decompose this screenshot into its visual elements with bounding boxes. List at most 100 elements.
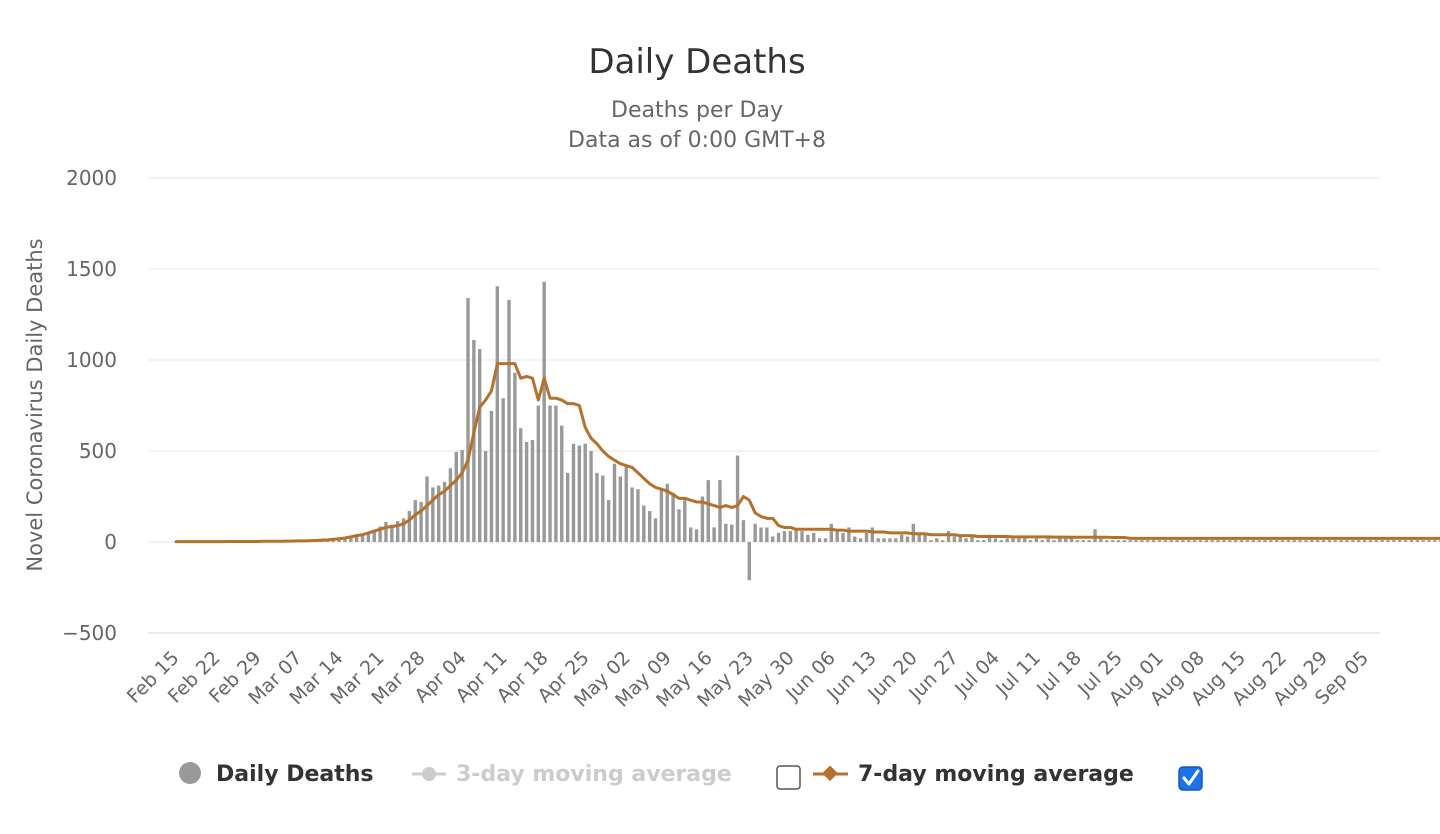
bar[interactable]: [753, 523, 757, 542]
checkbox-three-day-average[interactable]: [776, 765, 801, 790]
bar[interactable]: [1140, 540, 1144, 542]
bar[interactable]: [1169, 540, 1173, 542]
bar[interactable]: [987, 534, 992, 542]
bar[interactable]: [935, 538, 939, 542]
bar[interactable]: [601, 475, 605, 542]
bar[interactable]: [864, 532, 869, 542]
bar[interactable]: [606, 500, 611, 542]
bar[interactable]: [964, 538, 968, 542]
bar[interactable]: [647, 511, 652, 542]
bar[interactable]: [665, 483, 669, 542]
bar[interactable]: [413, 500, 417, 542]
bar[interactable]: [542, 281, 546, 542]
legend-item-three-day-average[interactable]: 3-day moving average: [412, 762, 801, 790]
bar[interactable]: [1333, 540, 1337, 542]
bar[interactable]: [741, 520, 746, 542]
bar[interactable]: [823, 538, 828, 542]
bar[interactable]: [1321, 540, 1326, 542]
bar[interactable]: [905, 536, 910, 542]
bar[interactable]: [718, 480, 722, 542]
bar[interactable]: [1058, 538, 1062, 542]
bar[interactable]: [1415, 540, 1420, 542]
bar[interactable]: [1286, 540, 1291, 542]
bar[interactable]: [1269, 540, 1273, 542]
bar[interactable]: [1362, 540, 1367, 542]
bar[interactable]: [999, 540, 1003, 542]
bar[interactable]: [1392, 540, 1396, 542]
bar[interactable]: [1327, 540, 1332, 542]
bar[interactable]: [1110, 540, 1115, 542]
bar[interactable]: [354, 535, 359, 542]
bar[interactable]: [1316, 540, 1320, 542]
bar[interactable]: [1187, 540, 1191, 542]
bar[interactable]: [735, 455, 740, 542]
bar[interactable]: [571, 443, 576, 542]
bar[interactable]: [589, 451, 593, 542]
bar[interactable]: [688, 527, 693, 542]
bar[interactable]: [630, 487, 634, 542]
seven-day-average-line[interactable]: [175, 362, 1440, 544]
bar[interactable]: [782, 531, 787, 542]
legend-item-seven-day-average[interactable]: 7-day moving average: [813, 762, 1203, 791]
bar[interactable]: [495, 286, 499, 542]
bar[interactable]: [419, 501, 423, 542]
bar[interactable]: [548, 405, 552, 543]
bar[interactable]: [976, 540, 980, 542]
bar[interactable]: [1298, 540, 1302, 542]
bar[interactable]: [372, 531, 376, 542]
bar[interactable]: [876, 538, 880, 542]
bar[interactable]: [700, 496, 705, 543]
bar[interactable]: [1345, 540, 1349, 542]
bar[interactable]: [1351, 540, 1355, 542]
bar[interactable]: [970, 536, 974, 542]
bar[interactable]: [1292, 540, 1296, 542]
bar[interactable]: [442, 481, 447, 542]
bar[interactable]: [853, 536, 857, 542]
bar[interactable]: [1005, 538, 1009, 542]
bar[interactable]: [466, 298, 470, 542]
bar[interactable]: [1263, 540, 1267, 542]
bar[interactable]: [1403, 540, 1408, 542]
bar[interactable]: [923, 534, 927, 542]
bar[interactable]: [724, 523, 728, 542]
bar[interactable]: [1239, 540, 1244, 542]
bar[interactable]: [1433, 540, 1437, 542]
bar[interactable]: [1052, 540, 1056, 542]
bar[interactable]: [1228, 540, 1232, 542]
bar[interactable]: [437, 485, 441, 542]
bar[interactable]: [1017, 538, 1021, 542]
bar[interactable]: [899, 534, 904, 542]
bar[interactable]: [812, 532, 816, 542]
bar[interactable]: [1210, 540, 1214, 542]
bar[interactable]: [958, 534, 962, 542]
bar[interactable]: [1146, 540, 1150, 542]
bar[interactable]: [1046, 538, 1050, 542]
bar[interactable]: [360, 533, 365, 542]
bar[interactable]: [1198, 540, 1203, 542]
bar[interactable]: [1128, 540, 1132, 542]
bar[interactable]: [1233, 540, 1238, 542]
bar[interactable]: [1064, 536, 1068, 542]
bar[interactable]: [501, 398, 505, 542]
bar[interactable]: [618, 476, 623, 542]
bar[interactable]: [952, 536, 957, 542]
bar[interactable]: [1093, 529, 1097, 542]
bar[interactable]: [560, 425, 564, 542]
bar[interactable]: [981, 540, 986, 542]
bar[interactable]: [677, 509, 681, 542]
bar[interactable]: [583, 443, 587, 542]
bar[interactable]: [1034, 538, 1039, 542]
bar[interactable]: [788, 531, 792, 542]
bar[interactable]: [1251, 540, 1255, 542]
bar[interactable]: [407, 511, 412, 542]
bar[interactable]: [349, 536, 353, 542]
bar[interactable]: [765, 527, 769, 542]
bar[interactable]: [870, 527, 875, 542]
bar[interactable]: [454, 451, 458, 542]
bar[interactable]: [343, 538, 347, 542]
bar[interactable]: [1040, 540, 1044, 542]
bar[interactable]: [1069, 538, 1074, 542]
bar[interactable]: [1380, 540, 1384, 542]
bar[interactable]: [940, 540, 945, 542]
bar[interactable]: [448, 468, 453, 542]
